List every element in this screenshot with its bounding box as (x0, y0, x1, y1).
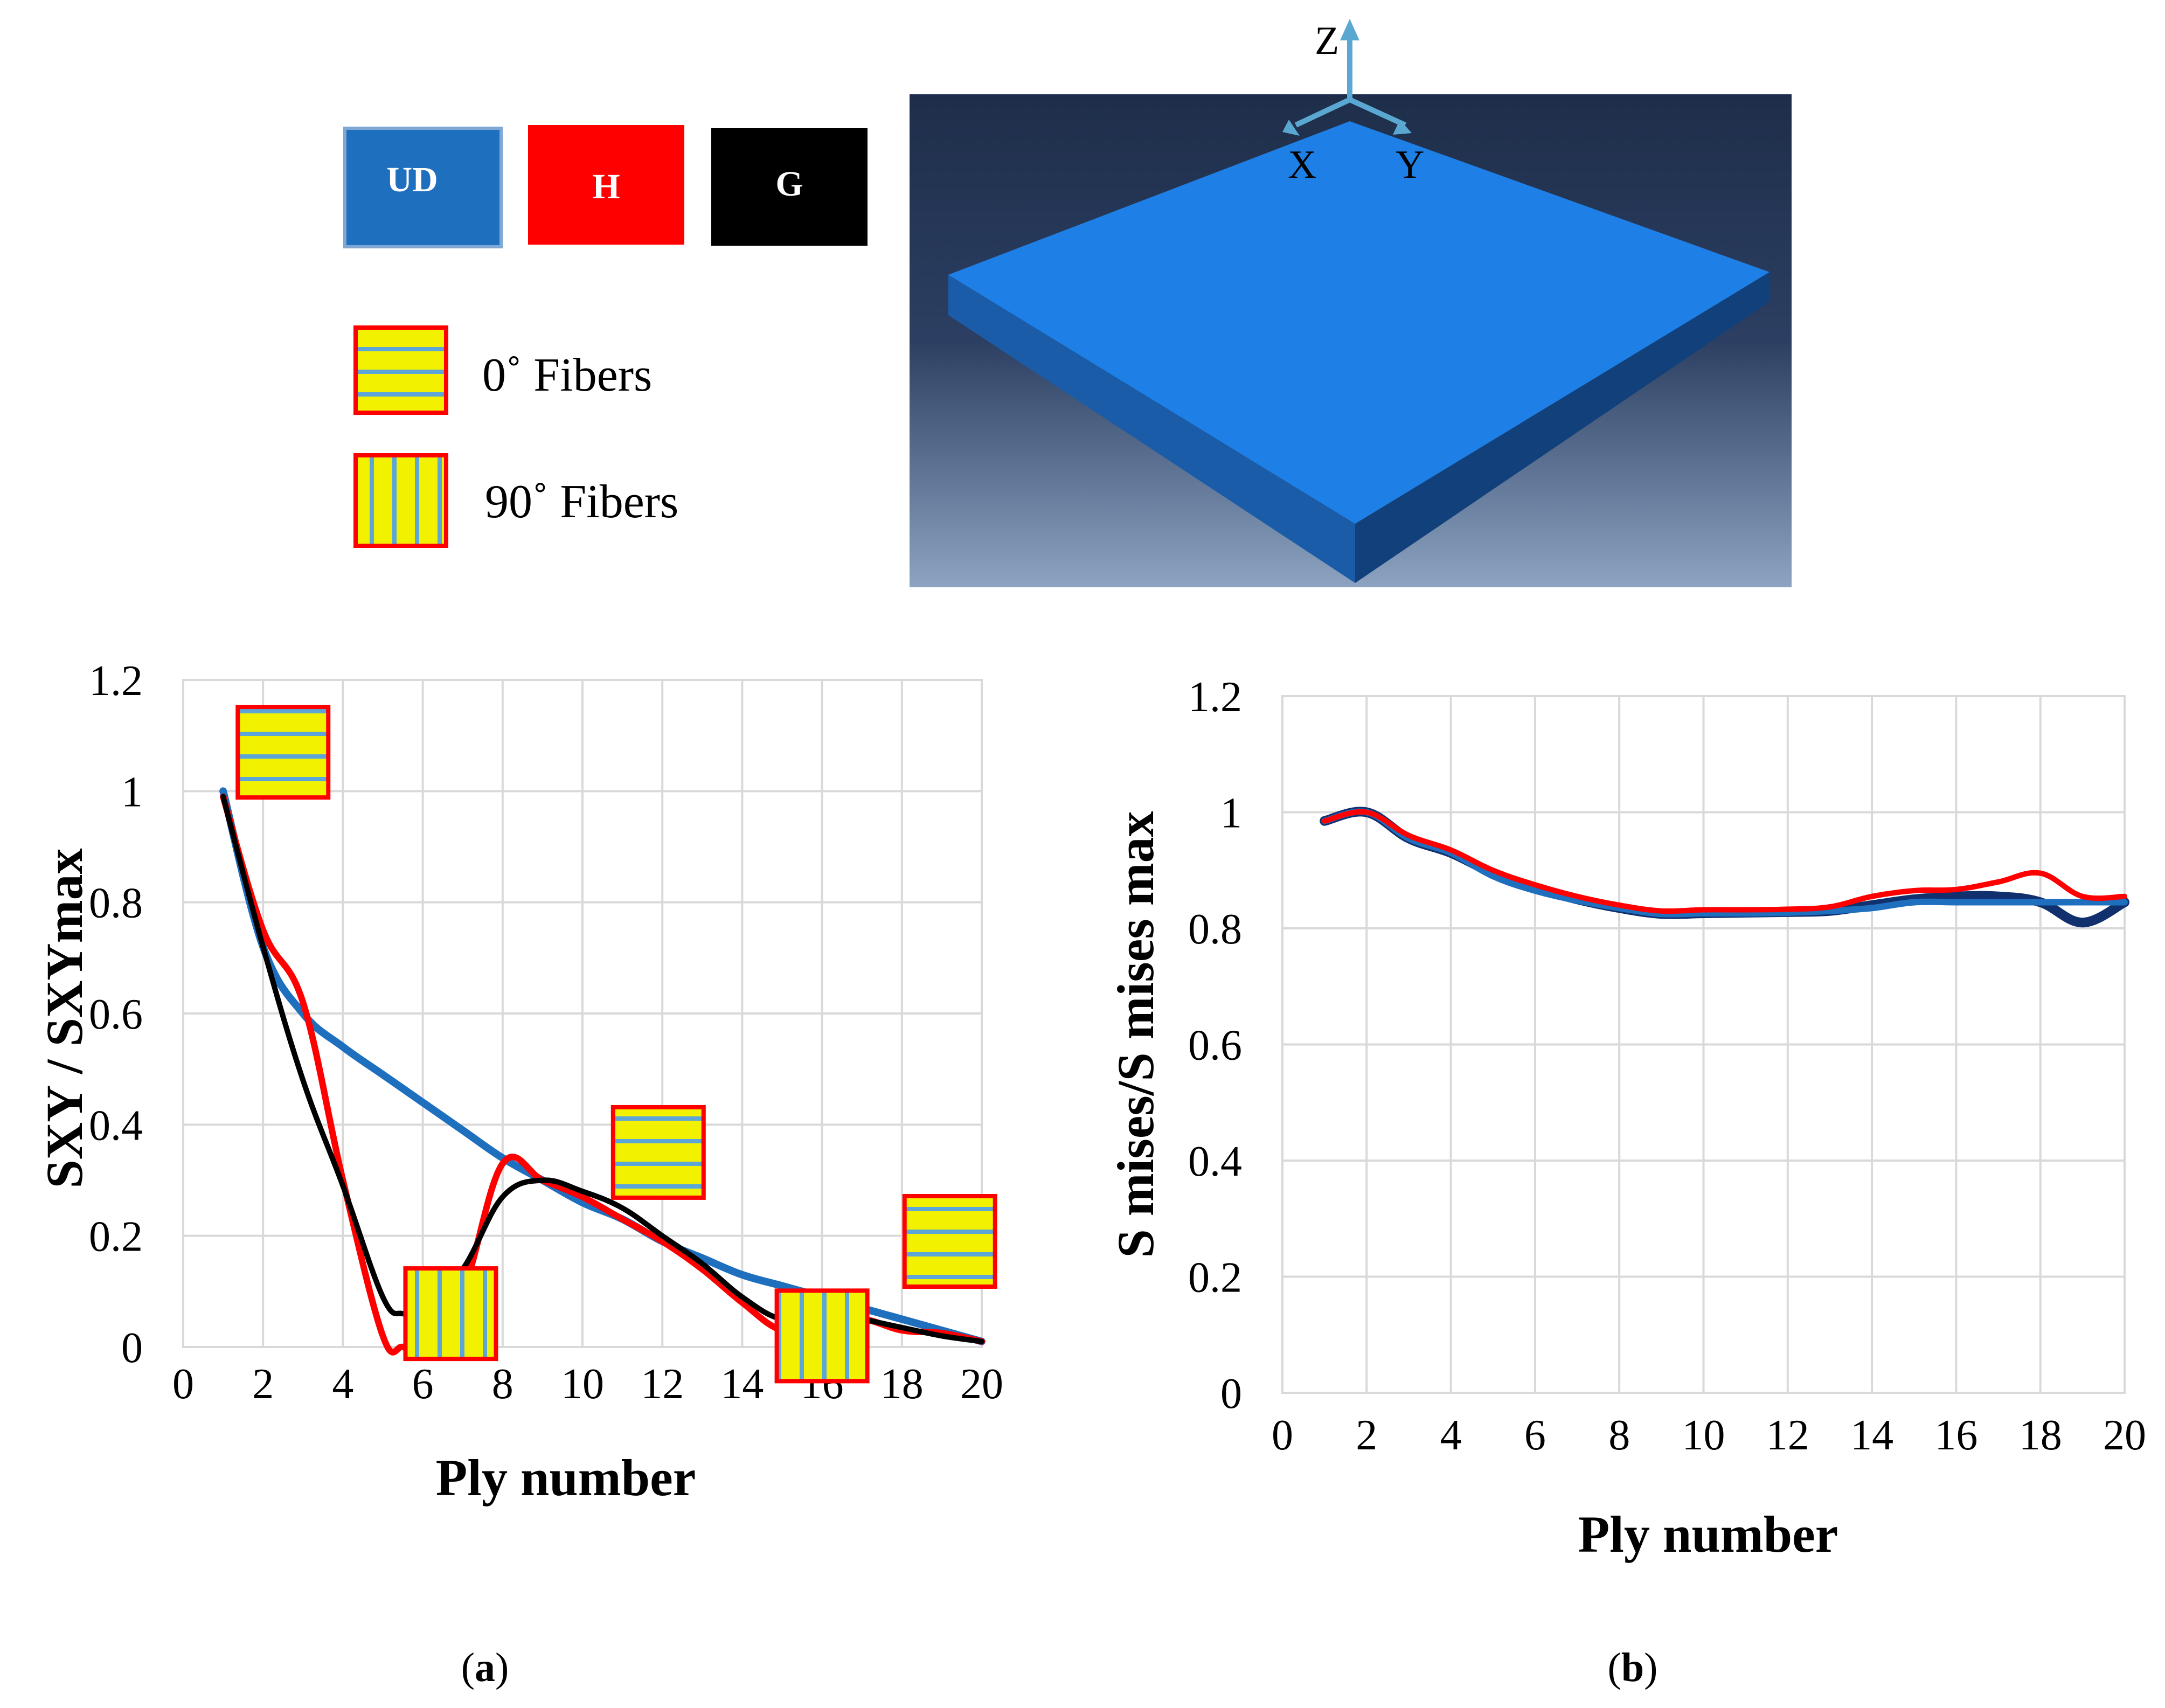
chart-b-y-tick: 0.6 (1188, 1022, 1242, 1070)
chart-b-x-tick: 8 (1608, 1412, 1630, 1459)
chart-b-x-tick: 0 (1272, 1412, 1293, 1459)
chart-b-x-tick: 6 (1524, 1412, 1546, 1459)
legend-h-label: H (592, 167, 620, 206)
legend-ud: UD (343, 127, 503, 248)
y-axis-icon (1348, 97, 1407, 128)
chart-b-x-tick: 20 (2103, 1412, 2146, 1459)
chart-b-x-tick: 16 (1934, 1412, 1977, 1459)
chart-b-x-tick: 2 (1356, 1412, 1377, 1459)
zero-deg-fiber-label: 0˚ Fibers (482, 349, 652, 401)
chart-a-x-tick: 4 (332, 1360, 353, 1408)
chart-b-x-tick: 4 (1440, 1412, 1462, 1459)
axis-triad (1282, 19, 1412, 136)
chart-b-x-tick: 12 (1766, 1412, 1809, 1459)
zero-deg-fiber-marker-icon (610, 1105, 706, 1200)
legend-ud-label: UD (386, 160, 438, 199)
chart-a-y-tick: 0.4 (89, 1102, 143, 1149)
chart-a-y-tick: 0.8 (89, 880, 143, 927)
chart-b-ylabel: S mises/S mises max (1107, 811, 1164, 1258)
chart-a-x-tick: 8 (492, 1360, 514, 1408)
chart-b-y-tick: 1 (1220, 790, 1242, 837)
ninety-deg-fiber-marker-icon (774, 1288, 870, 1384)
zero-deg-fiber-marker-icon (902, 1193, 997, 1289)
chart-b-y-tick: 0.8 (1188, 906, 1242, 953)
panel-label-b: (b) (1608, 1645, 1658, 1690)
material-legend: UD H G (343, 125, 868, 248)
ninety-deg-fiber-icon (353, 453, 448, 548)
legend-g: G (711, 128, 868, 246)
chart-a-series-g-line (220, 794, 984, 1344)
chart-b-x-tick: 10 (1682, 1412, 1725, 1459)
x-axis-label: X (1288, 143, 1316, 187)
y-axis-label: Y (1396, 143, 1424, 187)
chart-a: Ply number SXY / SXYmax 0 2 4 6 8 10 12 14 16 18 2… (36, 657, 1003, 1506)
x-axis-icon (1294, 97, 1351, 128)
legend-g-box (711, 128, 868, 246)
chart-b-x-tick: 14 (1850, 1412, 1893, 1459)
chart-a-x-tick: 14 (720, 1360, 764, 1408)
zero-deg-fiber-icon (353, 325, 448, 415)
legend-h: H (528, 125, 684, 245)
chart-a-y-tick: 0.6 (89, 991, 143, 1038)
chart-a-x-tick: 12 (641, 1360, 684, 1408)
chart-b-series-h-line (1322, 809, 2127, 914)
chart-a-x-tick: 6 (412, 1360, 434, 1408)
chart-a-y-tick: 0.2 (89, 1213, 143, 1261)
chart-a-x-tick: 18 (880, 1360, 924, 1408)
chart-b-y-tick: 0.2 (1188, 1254, 1242, 1302)
ninety-deg-fiber-marker-icon (403, 1266, 498, 1362)
chart-a-y-tick: 0 (121, 1324, 143, 1372)
panel-label-b-letter: b (1621, 1645, 1644, 1690)
chart-a-x-tick: 20 (960, 1360, 1003, 1408)
chart-a-xlabel: Ply number (436, 1449, 696, 1506)
chart-a-ylabel: SXY / SXYmax (36, 848, 93, 1188)
legend-ud-box (343, 127, 503, 248)
panel-label-a-letter: a (475, 1645, 495, 1690)
chart-a-x-tick: 10 (561, 1360, 604, 1408)
chart-b-y-tick: 0 (1220, 1370, 1242, 1418)
chart-b-y-tick: 0.4 (1188, 1138, 1242, 1185)
chart-a-y-tick: 1.2 (89, 657, 143, 705)
fiber-legend: 0˚ Fibers 90˚ Fibers (353, 325, 678, 548)
chart-a-x-tick: 2 (252, 1360, 274, 1408)
chart-a-y-tick: 1 (121, 768, 143, 816)
panel-label-a: (a) (461, 1645, 509, 1690)
plate-left-face (948, 275, 1355, 583)
chart-b-x-tick: 18 (2019, 1412, 2062, 1459)
zero-deg-fiber-marker-icon (235, 705, 331, 800)
chart-a-x-tick: 0 (172, 1360, 194, 1408)
chart-b-series-g-line (1320, 807, 2129, 928)
plate-top-face (948, 121, 1770, 524)
ninety-deg-fiber-label: 90˚ Fibers (485, 476, 678, 528)
chart-b-xlabel: Ply number (1578, 1505, 1838, 1563)
chart-a-series-h-line (220, 793, 985, 1356)
chart-a-series-ud-line (219, 787, 986, 1345)
legend-h-box (528, 125, 684, 245)
plate-model: Z X Y (910, 19, 1792, 587)
chart-b-y-tick: 1.2 (1188, 674, 1242, 721)
legend-g-label: G (775, 164, 803, 204)
chart-b: Ply number S mises/S mises max 0 2 4 6 8 10 12… (1107, 674, 2146, 1563)
z-axis-label: Z (1315, 19, 1339, 63)
plate-right-face (1355, 272, 1770, 583)
